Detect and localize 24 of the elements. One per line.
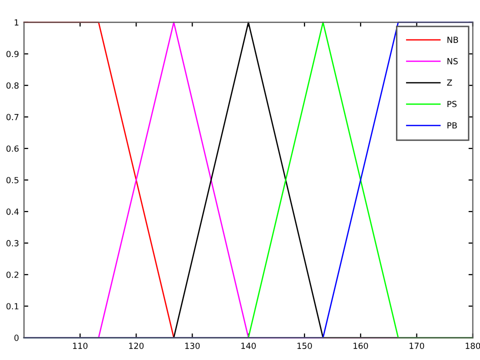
y-tick-label: 0 (14, 334, 19, 341)
y-tick-label: 1 (14, 19, 18, 26)
y-tick-label: 0.4 (6, 208, 19, 215)
x-tick-label: 170 (410, 342, 424, 349)
x-tick-label: 120 (129, 342, 144, 349)
y-tick-label: 0.3 (6, 240, 18, 246)
legend-label: NS (448, 58, 458, 64)
x-tick-label: 160 (354, 342, 368, 349)
x-tick-label: 130 (185, 342, 200, 349)
y-tick-label: 0.2 (6, 272, 18, 278)
y-tick-label: 0.1 (6, 303, 18, 310)
x-tick-label: 140 (241, 342, 256, 349)
legend-label: NB (448, 36, 458, 43)
y-tick-label: 0.6 (6, 145, 19, 152)
y-tick-label: 0.7 (6, 114, 18, 120)
x-tick-label: 180 (466, 342, 480, 349)
y-tick-label: 0.5 (6, 176, 18, 184)
x-tick-label: 150 (297, 342, 312, 349)
x-tick-label: 110 (73, 342, 88, 349)
legend-label: PB (448, 122, 457, 128)
legend-label: Z (447, 80, 452, 86)
y-tick-label: 0.9 (6, 50, 19, 58)
legend-label: PS (448, 100, 457, 108)
y-tick-label: 0.8 (6, 82, 19, 89)
